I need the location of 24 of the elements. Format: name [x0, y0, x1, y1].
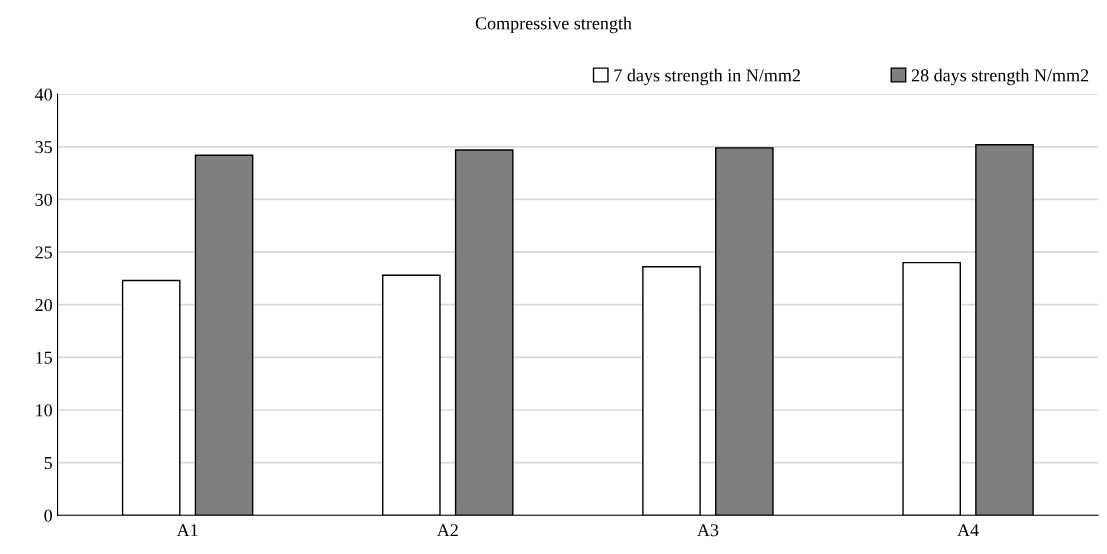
y-tick-label: 20	[35, 298, 53, 312]
legend-label: 28 days strength N/mm2	[911, 68, 1089, 86]
bar	[121, 279, 181, 516]
y-tick-label: 30	[35, 193, 53, 206]
y-tick-label: 25	[35, 246, 52, 259]
y-tick-label: 15	[36, 351, 52, 364]
y-tick-label: 0	[44, 509, 53, 522]
bar	[715, 147, 774, 516]
y-tick-label: 40	[35, 88, 53, 101]
bar	[382, 274, 441, 516]
bar	[902, 261, 961, 516]
chart-title: Compressive strength	[475, 16, 632, 34]
y-tick-label: 10	[36, 404, 53, 417]
y-tick-label: 5	[44, 457, 52, 470]
bar	[975, 144, 1034, 516]
bar	[454, 149, 514, 516]
x-tick-label: A4	[957, 524, 979, 537]
x-tick-label: A2	[436, 524, 458, 537]
x-tick-label: A1	[176, 524, 198, 537]
bar	[642, 266, 701, 516]
y-tick-label: 35	[35, 141, 52, 154]
bar	[194, 154, 254, 516]
legend-label: 7 days strength in N/mm2	[614, 68, 800, 86]
x-tick-label: A3	[697, 524, 719, 537]
